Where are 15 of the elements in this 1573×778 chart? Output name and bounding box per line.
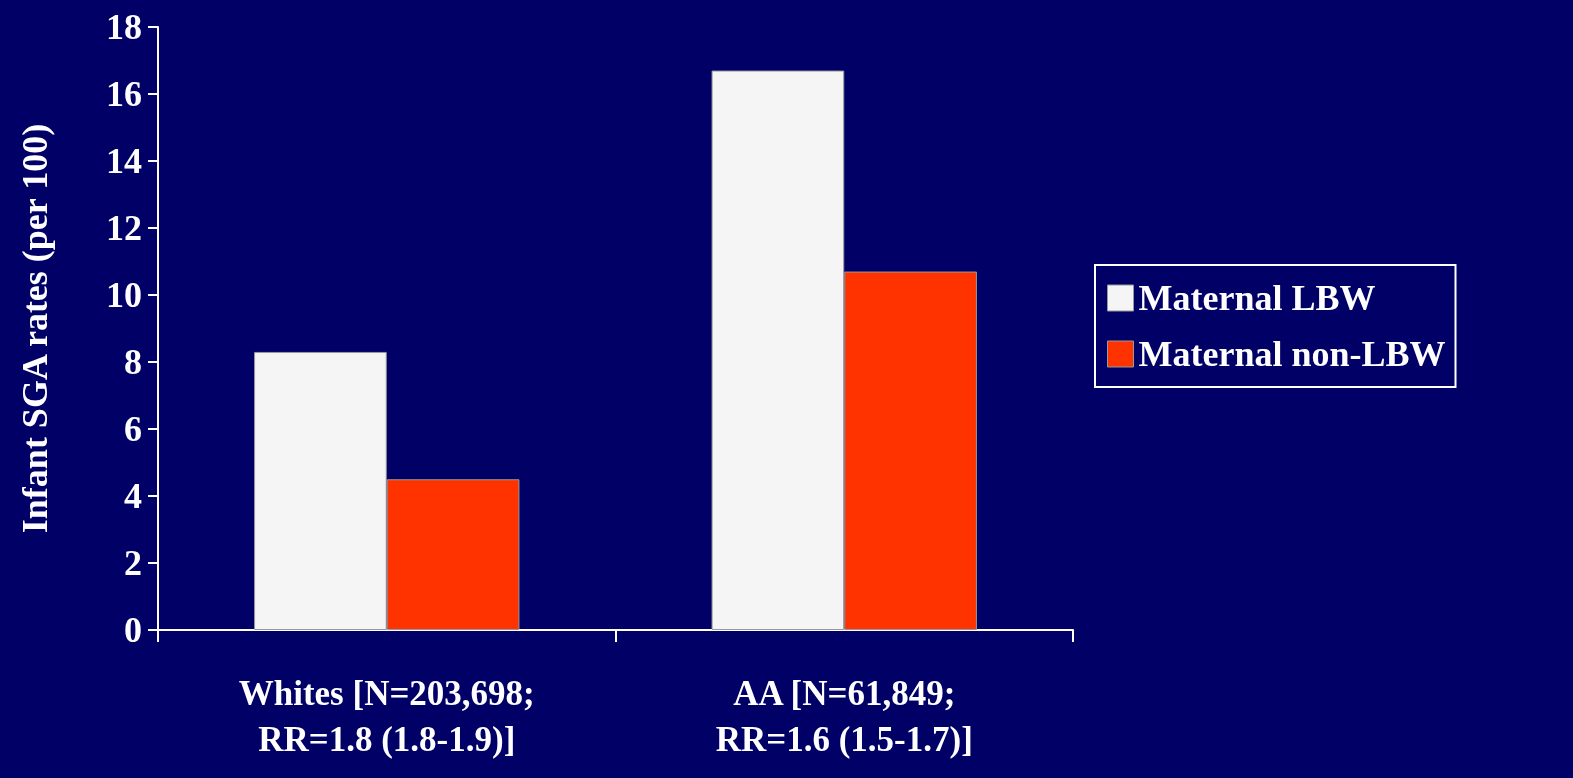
- y-tick-label: 16: [106, 74, 142, 114]
- y-tick-label: 0: [124, 610, 142, 650]
- y-tick-label: 2: [124, 543, 142, 583]
- y-tick-label: 8: [124, 342, 142, 382]
- x-tick-label: Whites [N=203,698; RR=1.8 (1.8-1.9)]: [238, 673, 535, 759]
- x-tick-label: AA [N=61,849; RR=1.6 (1.5-1.7)]: [715, 673, 973, 759]
- legend-label: Maternal non-LBW: [1138, 334, 1446, 374]
- y-tick-label: 10: [106, 275, 142, 315]
- y-tick-label: 14: [106, 141, 142, 181]
- y-tick-label: 4: [124, 476, 142, 516]
- y-axis-title: Infant SGA rates (per 100): [15, 123, 55, 534]
- y-tick-label: 12: [106, 208, 142, 248]
- y-tick-label: 6: [124, 409, 142, 449]
- y-tick-label: 18: [106, 7, 142, 47]
- legend-label: Maternal LBW: [1138, 278, 1376, 318]
